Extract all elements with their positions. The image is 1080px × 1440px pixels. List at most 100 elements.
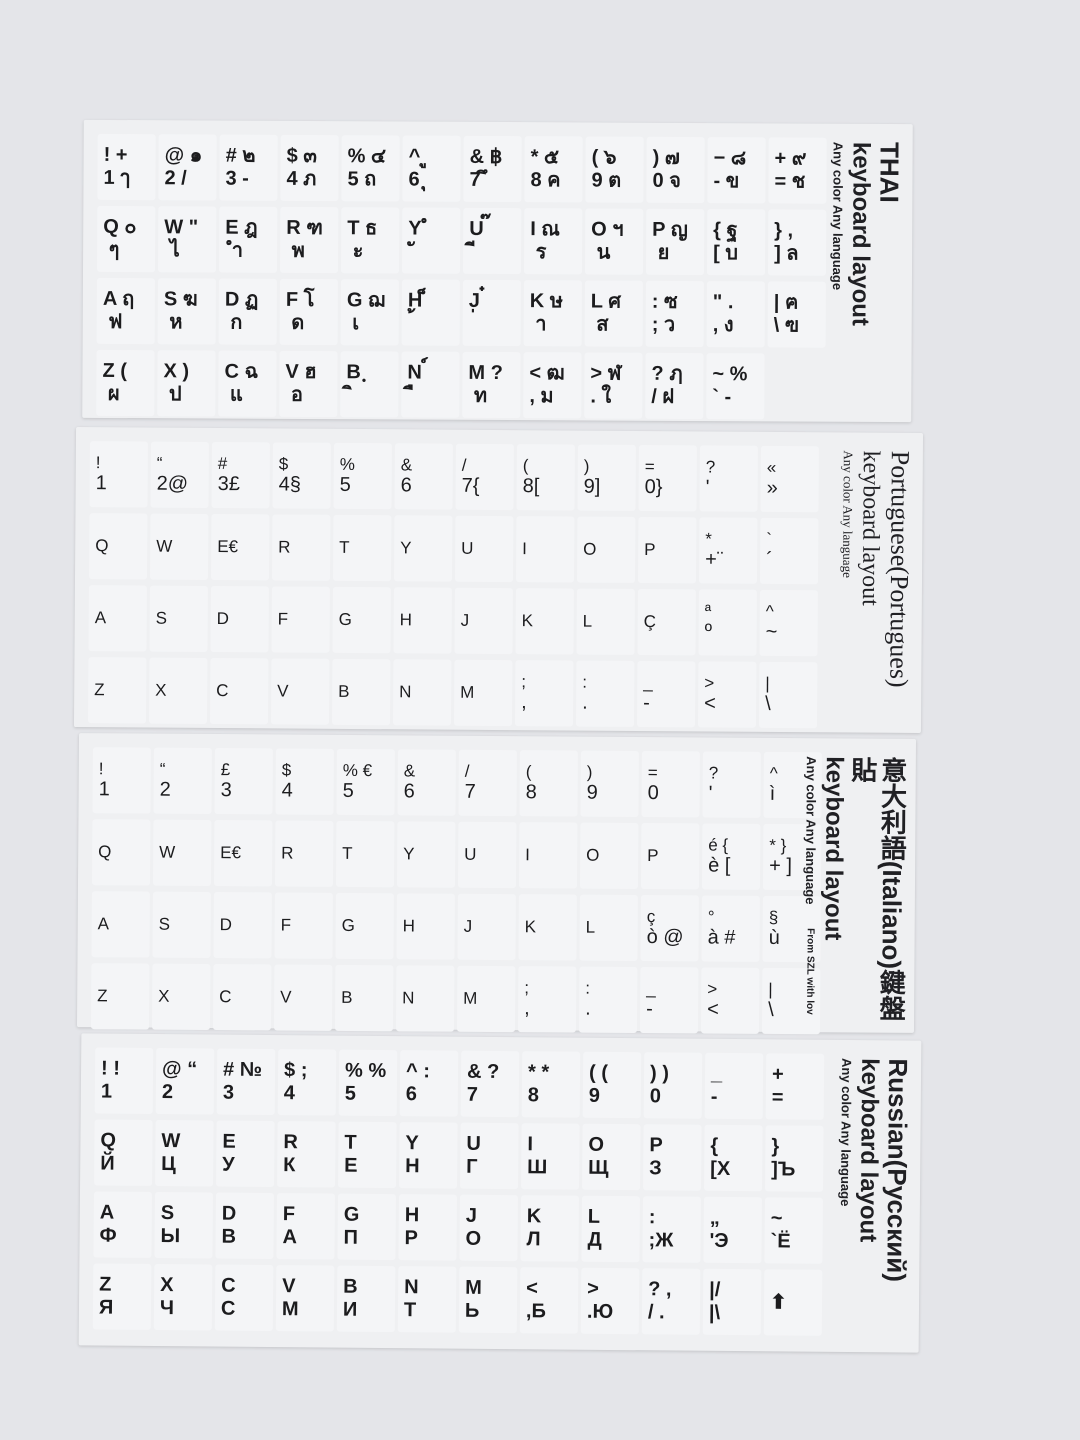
key-upper-label: N — [402, 988, 415, 1008]
key-sticker: I — [515, 516, 575, 583]
key-upper-label: ( ๖ — [591, 146, 617, 169]
key-upper-label: ? — [708, 763, 719, 783]
key-upper-label: > — [707, 979, 718, 999]
key-lower-label: ส — [590, 313, 609, 336]
key-lower-label: . — [585, 997, 591, 1020]
key-sticker: /7 — [458, 749, 517, 817]
key-sticker: é {è [ — [701, 823, 761, 890]
key-sticker: S — [149, 585, 208, 652]
key-upper-label: ° — [707, 907, 715, 927]
key-lower-label: ' — [708, 782, 713, 805]
key-sticker: P — [637, 516, 697, 584]
key-lower-label: . ใ — [590, 385, 612, 408]
key-sticker: P — [640, 823, 700, 890]
key-sticker: $4§ — [272, 442, 331, 509]
sheet-title: THAI — [874, 141, 905, 203]
key-sticker: K — [515, 588, 574, 655]
key-lower-label: ะ — [347, 240, 364, 263]
key-upper-label: |/ — [709, 1278, 721, 1301]
key-sticker: :. — [575, 660, 635, 727]
key-upper-label: « — [766, 457, 777, 477]
key-sticker: ! +1 ๅ — [97, 133, 156, 201]
key-sticker: ° à # — [701, 895, 760, 962]
key-lower-label: - — [710, 1085, 718, 1108]
key-upper-label: O — [583, 539, 597, 559]
key-sticker: & 6 — [394, 443, 453, 510]
key-sticker: Y — [396, 821, 456, 888]
key-row: Z X C V B N M;,:. _ - > < | \ — [90, 963, 823, 1040]
key-sticker: H — [393, 587, 452, 654]
key-upper-label: { ฐ — [713, 219, 738, 242]
key-upper-label: / — [464, 761, 470, 781]
key-lower-label: 1 — [100, 1080, 113, 1103]
key-upper-label: / — [461, 455, 467, 475]
key-sticker: > ฬ. ใ — [584, 352, 643, 419]
key-sticker: ⬆ — [763, 1269, 823, 1336]
key-lower-label: У — [222, 1153, 235, 1176]
key-sticker: X — [151, 963, 211, 1031]
key-upper-label: Y — [400, 538, 412, 558]
key-upper-label: ! — [98, 758, 104, 778]
key-lower-label: ื — [407, 384, 415, 407]
key-sticker: R — [274, 820, 334, 887]
key-row: ! 1 “2 £3 $4% €5 & 6/7(8) 9 = 0? ' ^ ì — [92, 747, 824, 824]
key-sticker: M — [453, 659, 513, 727]
key-sticker: Ç — [637, 588, 696, 656]
key-sticker: < ,Б — [519, 1267, 579, 1334]
key-upper-label: ! ! — [100, 1057, 121, 1080]
key-lower-label: , ง — [712, 314, 734, 337]
key-sticker: W — [152, 819, 212, 887]
key-upper-label: I — [522, 539, 528, 559]
key-upper-label: : — [648, 1206, 656, 1229]
key-upper-label: “ — [156, 453, 163, 473]
key-lower-label: พ — [286, 239, 305, 262]
key-lower-label: ~ — [765, 621, 778, 644]
key-upper-label: N — [404, 1276, 419, 1299]
key-lower-label: Ы — [160, 1225, 181, 1248]
key-upper-label: ( ( — [588, 1061, 609, 1084]
key-sticker: ( (9 — [582, 1051, 642, 1119]
key-sticker: : ซ; ว — [645, 280, 704, 348]
key-lower-label: / ฝ — [651, 385, 675, 408]
key-upper-label: G — [343, 1203, 360, 1226]
key-sticker: H — [396, 893, 455, 960]
key-upper-label: F โ — [285, 288, 315, 312]
key-lower-label: Т — [403, 1299, 417, 1322]
key-sticker: R — [271, 514, 331, 581]
key-upper-label: Z — [94, 680, 105, 700]
key-sticker: “2@ — [150, 441, 209, 508]
key-upper-label: J — [463, 916, 473, 937]
key-lower-label: Р — [404, 1227, 419, 1250]
key-upper-label: ^ : — [405, 1060, 431, 1083]
key-grid: ! ! 1 @ “2 # № 3 $ ; 4% % 5 ^ :6 & ? 7 * * 8( (9) ) 0… — [92, 1047, 827, 1341]
key-lower-label: 0 จ — [652, 169, 681, 192]
key-sticker: P ญ ย — [645, 208, 705, 276]
key-upper-label: > — [587, 1277, 599, 1300]
key-upper-label: F — [280, 915, 292, 935]
key-sticker: E€ — [210, 513, 270, 581]
key-upper-label: < — [526, 1277, 538, 1300]
key-upper-label: P — [644, 540, 656, 560]
key-upper-label: Q ๐ — [103, 215, 137, 239]
key-upper-label: G ฌ — [346, 289, 386, 312]
key-upper-label: O ฯ — [591, 218, 624, 241]
key-upper-label: { — [710, 1134, 719, 1157]
key-upper-label: ? , — [648, 1278, 672, 1301]
key-lower-label: К — [283, 1154, 296, 1177]
key-upper-label: ª — [704, 601, 712, 621]
key-upper-label: W " — [164, 216, 199, 239]
key-upper-label: : — [582, 672, 588, 692]
key-upper-label: E€ — [220, 843, 242, 863]
key-sticker: L — [576, 588, 635, 655]
key-sticker: Q — [88, 513, 148, 580]
sheet-label: Russian(Русский) keyboard layout Any color… — [835, 1058, 913, 1343]
